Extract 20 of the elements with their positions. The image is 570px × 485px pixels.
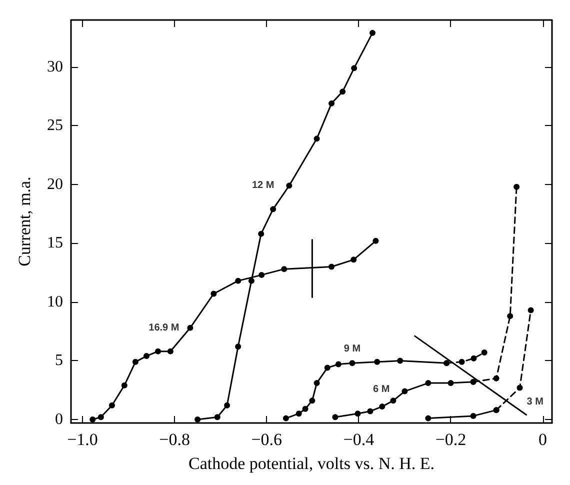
x-tick-label: 0	[538, 430, 548, 449]
y-tick-label: 30	[47, 58, 63, 76]
y-tick-label: 5	[55, 352, 63, 370]
y-tick-label: 10	[47, 293, 63, 310]
x-tick-label: −0.4	[343, 430, 375, 449]
annotation: 16.9 M	[148, 322, 180, 334]
x-tick-label: −1.0	[67, 430, 98, 449]
annotation: 3 M	[526, 396, 544, 408]
x-tick-label: −0.6	[251, 430, 282, 449]
x-tick-label: −0.2	[435, 430, 466, 449]
y-axis-title: Current, m.a.	[15, 176, 34, 266]
y-tick-label: 0	[55, 410, 63, 428]
y-tick-label: 15	[47, 234, 63, 252]
annotation: 9 M	[344, 344, 361, 355]
annotation: 6 M	[373, 384, 390, 395]
y-tick-label: 20	[47, 176, 63, 193]
y-tick-label: 25	[47, 117, 63, 134]
annotation: 12 M	[252, 180, 274, 192]
x-tick-label: −0.8	[159, 430, 190, 449]
x-axis-title: Cathode potential, volts vs. N. H. E.	[188, 454, 435, 473]
